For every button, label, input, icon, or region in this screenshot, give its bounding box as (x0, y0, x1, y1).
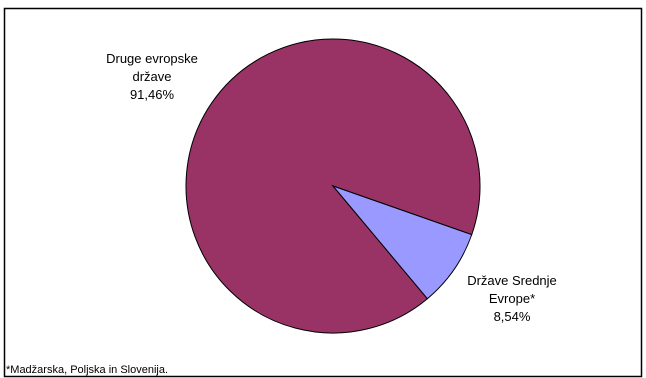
pie-slice (331, 184, 473, 300)
slice-label: Države Srednje Evrope* 8,54% (452, 272, 572, 326)
footnote: *Madžarska, Poljska in Slovenija. (6, 364, 169, 376)
value-label: 8,54% (493, 309, 531, 324)
slice-label: Druge evropske države 91,46% (87, 50, 217, 104)
category-label: Druge evropske države (106, 51, 198, 84)
value-label: 91,46% (129, 87, 175, 102)
category-label: Države Srednje Evrope* (467, 273, 557, 306)
frame (3, 7, 643, 378)
